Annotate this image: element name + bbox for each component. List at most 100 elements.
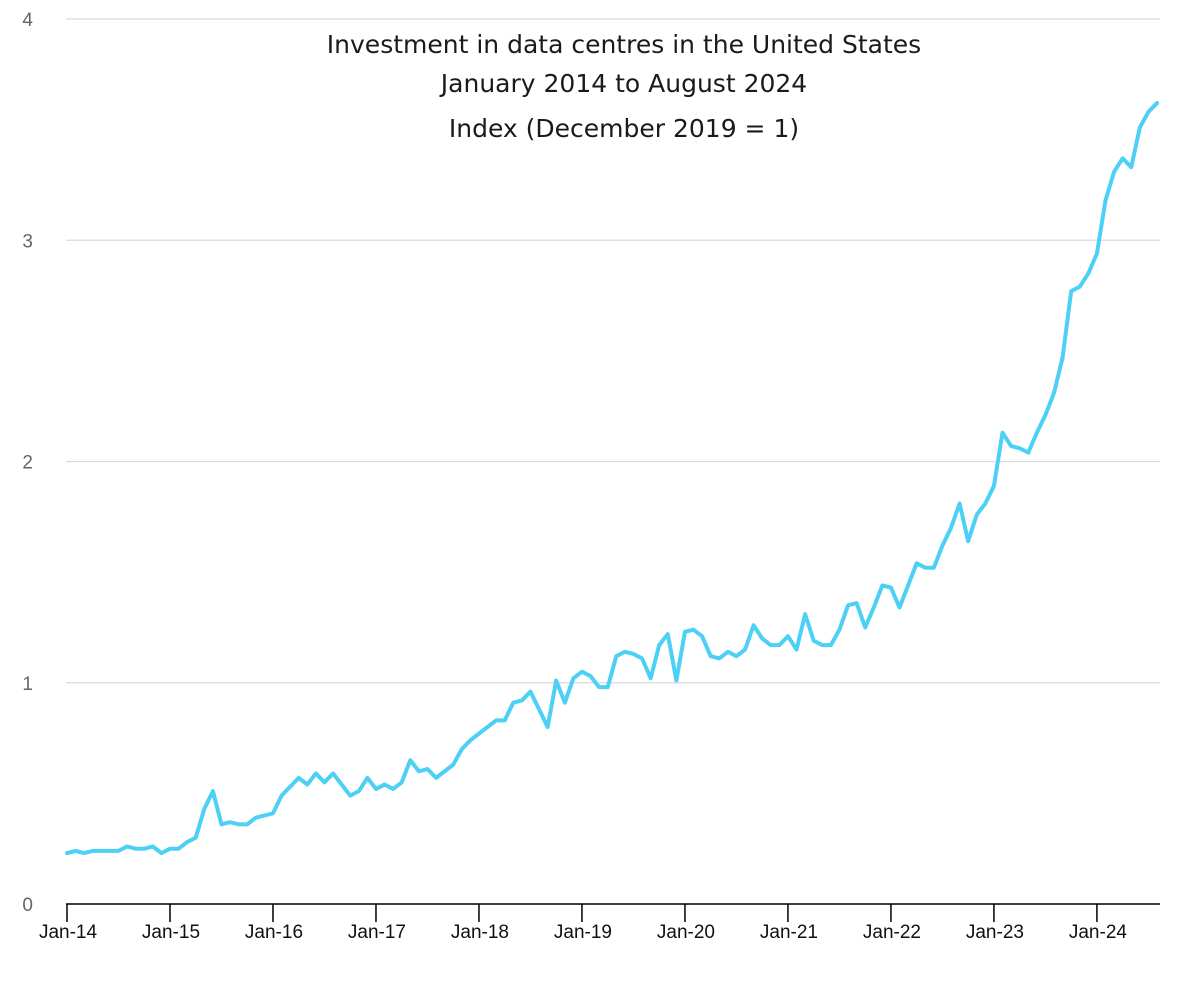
data-point bbox=[91, 849, 95, 853]
data-point bbox=[571, 676, 575, 680]
data-point bbox=[906, 583, 910, 587]
data-point bbox=[194, 836, 198, 840]
data-point bbox=[915, 561, 919, 565]
data-point bbox=[391, 787, 395, 791]
data-point bbox=[434, 776, 438, 780]
data-point bbox=[1001, 431, 1005, 435]
data-point bbox=[846, 603, 850, 607]
x-tick-label: Jan-16 bbox=[245, 922, 303, 943]
data-point bbox=[863, 625, 867, 629]
data-point bbox=[640, 656, 644, 660]
data-point bbox=[142, 847, 146, 851]
data-point bbox=[966, 539, 970, 543]
data-point bbox=[666, 632, 670, 636]
x-tick-label: Jan-21 bbox=[760, 922, 818, 943]
data-point bbox=[692, 628, 696, 632]
data-point bbox=[443, 769, 447, 773]
data-point bbox=[245, 822, 249, 826]
y-axis: 0 1 2 3 4 bbox=[22, 10, 33, 916]
data-point bbox=[1026, 451, 1030, 455]
data-point bbox=[898, 606, 902, 610]
data-point bbox=[99, 849, 103, 853]
data-point bbox=[777, 643, 781, 647]
data-point bbox=[1086, 271, 1090, 275]
data-point bbox=[494, 718, 498, 722]
data-point bbox=[1052, 391, 1056, 395]
data-point bbox=[983, 502, 987, 506]
data-point bbox=[1104, 198, 1108, 202]
data-point bbox=[177, 847, 181, 851]
data-point bbox=[1112, 170, 1116, 174]
data-point bbox=[486, 725, 490, 729]
data-point bbox=[614, 654, 618, 658]
data-point bbox=[425, 767, 429, 771]
x-tick-label: Jan-17 bbox=[348, 922, 406, 943]
data-point bbox=[992, 484, 996, 488]
data-point bbox=[880, 583, 884, 587]
data-point bbox=[202, 807, 206, 811]
data-point bbox=[563, 701, 567, 705]
gridlines bbox=[66, 18, 1160, 684]
y-tick-label: 2 bbox=[22, 453, 33, 474]
data-point bbox=[537, 707, 541, 711]
data-point bbox=[82, 851, 86, 855]
data-point bbox=[228, 820, 232, 824]
x-tick-label: Jan-23 bbox=[966, 922, 1024, 943]
data-point bbox=[374, 787, 378, 791]
data-point bbox=[271, 811, 275, 815]
data-point bbox=[631, 652, 635, 656]
data-point bbox=[134, 847, 138, 851]
data-point bbox=[554, 679, 558, 683]
data-point bbox=[597, 685, 601, 689]
data-point bbox=[254, 816, 258, 820]
chart-subtitle-date-range: January 2014 to August 2024 bbox=[439, 69, 807, 98]
data-point bbox=[795, 648, 799, 652]
data-point bbox=[1061, 356, 1065, 360]
data-point bbox=[709, 654, 713, 658]
data-point bbox=[305, 783, 309, 787]
data-point bbox=[348, 794, 352, 798]
x-tick-label: Jan-18 bbox=[451, 922, 509, 943]
data-point bbox=[726, 650, 730, 654]
data-point bbox=[168, 847, 172, 851]
data-point bbox=[340, 783, 344, 787]
data-point bbox=[314, 771, 318, 775]
chart-title: Investment in data centres in the United… bbox=[327, 30, 921, 59]
data-point bbox=[889, 586, 893, 590]
data-point bbox=[674, 679, 678, 683]
data-point bbox=[1129, 165, 1133, 169]
data-point bbox=[1018, 446, 1022, 450]
data-point bbox=[477, 732, 481, 736]
chart-subtitle-index-base: Index (December 2019 = 1) bbox=[449, 114, 799, 143]
x-tick-label: Jan-20 bbox=[657, 922, 715, 943]
data-point bbox=[623, 650, 627, 654]
data-point bbox=[357, 789, 361, 793]
data-point bbox=[734, 654, 738, 658]
data-point bbox=[185, 840, 189, 844]
data-point bbox=[383, 783, 387, 787]
data-point bbox=[297, 776, 301, 780]
y-tick-label: 3 bbox=[22, 231, 33, 252]
data-point bbox=[159, 851, 163, 855]
data-point bbox=[769, 643, 773, 647]
x-tick-label: Jan-24 bbox=[1069, 922, 1128, 943]
x-axis: Jan-14 Jan-15 Jan-16 Jan-17 Jan-18 Jan-19 Jan-… bbox=[39, 903, 1160, 943]
data-point bbox=[117, 849, 121, 853]
data-point bbox=[700, 634, 704, 638]
data-point bbox=[1078, 285, 1082, 289]
data-point bbox=[923, 566, 927, 570]
data-point bbox=[1035, 431, 1039, 435]
data-point bbox=[528, 690, 532, 694]
data-point bbox=[717, 656, 721, 660]
data-point bbox=[546, 725, 550, 729]
data-point bbox=[975, 513, 979, 517]
data-point bbox=[408, 758, 412, 762]
data-point bbox=[503, 718, 507, 722]
data-point bbox=[837, 628, 841, 632]
data-point bbox=[288, 785, 292, 789]
y-tick-label: 1 bbox=[22, 674, 33, 695]
data-point bbox=[657, 643, 661, 647]
data-point bbox=[1095, 252, 1099, 256]
data-point bbox=[1009, 444, 1013, 448]
